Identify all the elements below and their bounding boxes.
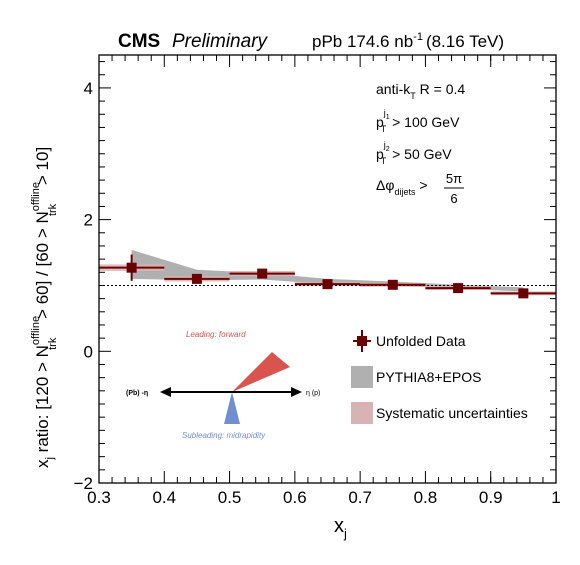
data-point — [257, 268, 268, 279]
x-tick-label: 0.7 — [348, 488, 372, 507]
diagram-leading-label: Leading: forward — [186, 330, 246, 339]
y-tick-label: 2 — [84, 211, 93, 230]
data-point — [322, 279, 333, 290]
cut-jet-algorithm: anti-kT R = 0.4 — [376, 81, 465, 101]
legend-label-systematics: Systematic uncertainties — [376, 405, 528, 421]
legend-label-pythia: PYTHIA8+EPOS — [376, 369, 481, 385]
data-point — [126, 262, 137, 273]
cuts-text: anti-kT R = 0.4 pj1 T > 100 GeV pj2 T > 50… — [376, 81, 465, 206]
y-axis-title: xj ratio: [120 > Noffline trk > 60] / [60… — [30, 147, 59, 468]
y-tick-label: 4 — [84, 79, 93, 98]
eta-axis-left-arrowhead — [160, 387, 171, 397]
data-point — [191, 273, 202, 284]
legend: Unfolded Data PYTHIA8+EPOS Systematic un… — [351, 330, 528, 424]
legend-swatch-pythia — [351, 366, 373, 388]
cut-delta-phi-denominator: 6 — [450, 191, 457, 206]
x-tick-label: 0.3 — [87, 488, 111, 507]
legend-label-data: Unfolded Data — [376, 333, 466, 349]
rapidity-diagram: Leading: forward (Pb) -η η (p) Subleadin… — [126, 330, 320, 440]
x-tick-label: 0.9 — [479, 488, 503, 507]
x-axis-title: xj — [334, 515, 347, 541]
plot-frame — [98, 54, 557, 484]
diagram-subleading-label: Subleading: midrapidity — [182, 431, 266, 440]
header-experiment: CMS — [118, 31, 160, 52]
data-point — [453, 283, 464, 294]
x-tick-label: 0.6 — [283, 488, 307, 507]
cut-delta-phi: Δφdijets > — [376, 177, 428, 197]
data-point — [518, 288, 529, 299]
legend-entry-pythia: PYTHIA8+EPOS — [351, 366, 481, 388]
plot-area — [99, 249, 556, 299]
cut-subleading-pt: pj2 T > 50 GeV — [376, 140, 452, 166]
eta-axis-right-arrowhead — [291, 387, 302, 397]
x-tick-label: 0.5 — [218, 488, 242, 507]
x-tick-label: 0.4 — [152, 488, 176, 507]
cut-delta-phi-numerator: 5π — [446, 171, 462, 186]
diagram-right-label: η (p) — [306, 390, 320, 397]
legend-entry-systematics: Systematic uncertainties — [351, 402, 528, 424]
y-tick-label: −2 — [74, 474, 93, 493]
diagram-left-label: (Pb) -η — [126, 390, 148, 397]
header-luminosity: pPb 174.6 nb-1 (8.16 TeV) — [312, 31, 504, 51]
y-tick-label: 0 — [84, 342, 93, 361]
header-status: Preliminary — [172, 31, 269, 52]
legend-entry-data: Unfolded Data — [353, 330, 466, 352]
x-tick-label: 1 — [551, 488, 560, 507]
legend-marker-data — [357, 336, 367, 346]
data-point — [387, 279, 398, 290]
subleading-jet-cone — [224, 392, 240, 424]
leading-jet-cone — [232, 352, 290, 392]
axis-ticks: 0.3 0.4 0.5 0.6 0.7 0.8 0.9 1 −2 0 2 4 — [74, 55, 561, 507]
x-tick-label: 0.8 — [414, 488, 438, 507]
cut-leading-pt: pj1 T > 100 GeV — [376, 108, 460, 134]
legend-swatch-systematics — [351, 402, 373, 424]
